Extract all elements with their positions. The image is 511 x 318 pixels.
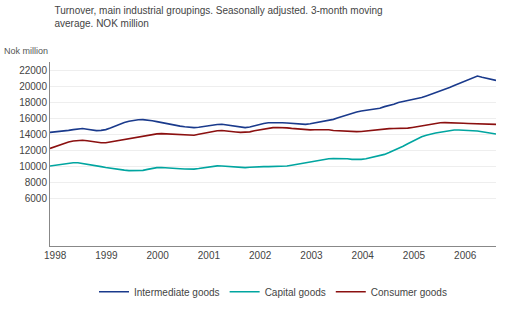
svg-text:2006: 2006	[454, 250, 477, 261]
svg-text:16000: 16000	[19, 113, 47, 124]
svg-text:2004: 2004	[352, 250, 375, 261]
svg-text:8000: 8000	[25, 177, 48, 188]
svg-text:2000: 2000	[147, 250, 170, 261]
svg-text:2001: 2001	[198, 250, 221, 261]
svg-text:1999: 1999	[95, 250, 118, 261]
svg-text:6000: 6000	[25, 193, 48, 204]
svg-text:Consumer goods: Consumer goods	[371, 287, 447, 298]
svg-text:Intermediate goods: Intermediate goods	[134, 287, 220, 298]
svg-text:12000: 12000	[19, 145, 47, 156]
svg-text:Capital goods: Capital goods	[265, 287, 326, 298]
svg-text:Nok million: Nok million	[4, 46, 48, 56]
svg-text:22000: 22000	[19, 65, 47, 76]
svg-text:18000: 18000	[19, 97, 47, 108]
svg-text:1998: 1998	[44, 250, 67, 261]
svg-text:2002: 2002	[249, 250, 272, 261]
svg-text:Turnover, main industrial grou: Turnover, main industrial groupings. Sea…	[54, 5, 382, 29]
svg-text:14000: 14000	[19, 129, 47, 140]
svg-text:10000: 10000	[19, 161, 47, 172]
svg-text:20000: 20000	[19, 81, 47, 92]
svg-text:2003: 2003	[300, 250, 323, 261]
svg-text:2005: 2005	[403, 250, 426, 261]
